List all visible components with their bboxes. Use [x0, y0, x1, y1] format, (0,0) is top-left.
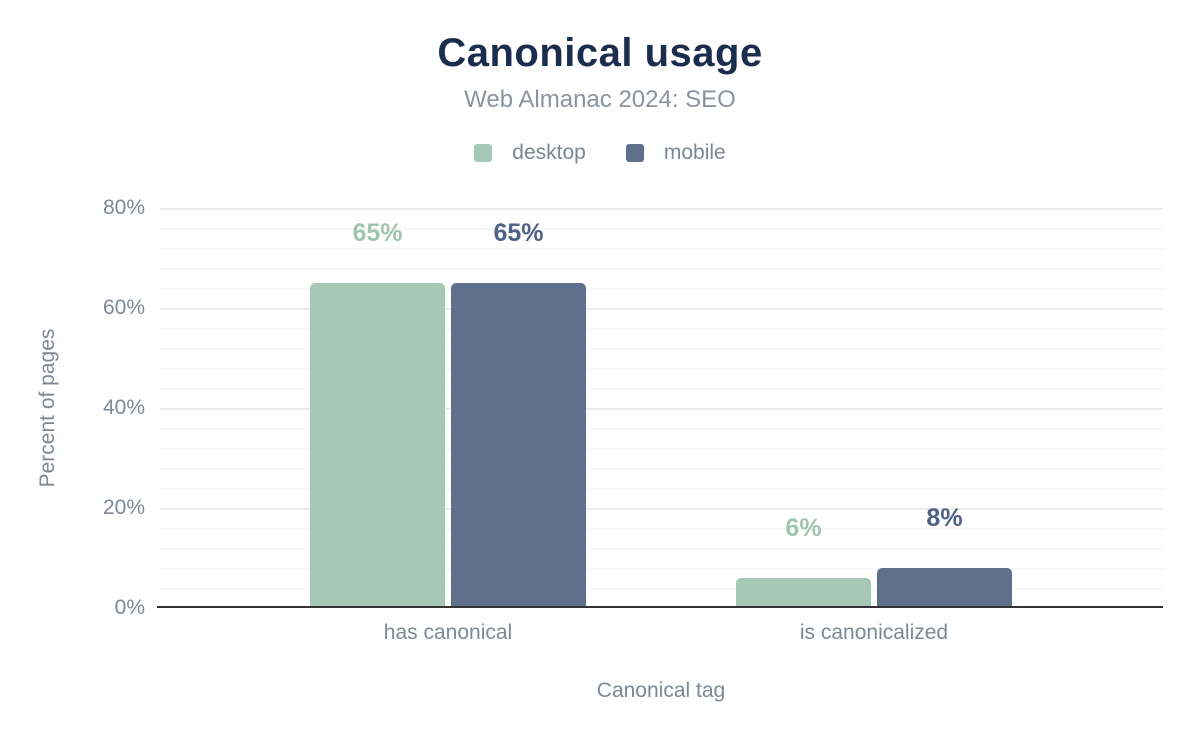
gridline-minor [160, 588, 1163, 590]
bar-mobile-is-canonicalized[interactable] [877, 568, 1012, 608]
gridline-minor [160, 268, 1163, 270]
gridline-minor [160, 428, 1163, 430]
y-tick-label: 40% [102, 396, 145, 419]
x-axis-line [157, 606, 1163, 608]
gridline-minor [160, 488, 1163, 490]
x-axis-title: Canonical tag [596, 679, 726, 702]
gridline-minor [160, 328, 1163, 330]
y-tick-label: 0% [114, 596, 145, 619]
gridline-minor [160, 448, 1163, 450]
bar-mobile-has-canonical[interactable] [451, 283, 586, 608]
bar-desktop-has-canonical[interactable] [310, 283, 445, 608]
chart-title: Canonical usage [437, 31, 763, 75]
chart-legend: desktop mobile [0, 141, 1200, 165]
gridline-major [160, 508, 1163, 510]
y-tick-label: 60% [102, 296, 145, 319]
chart-subtitle: Web Almanac 2024: SEO [464, 86, 736, 113]
gridline-minor [160, 548, 1163, 550]
x-tick-label-is-canonicalized: is canonicalized [799, 621, 949, 644]
gridline-major [160, 308, 1163, 310]
legend-item-mobile: mobile [625, 141, 726, 165]
legend-swatch-desktop-icon [474, 144, 493, 162]
gridline-major [160, 408, 1163, 410]
value-label-mobile-is-canonicalized: 8% [926, 504, 963, 532]
gridline-minor [160, 468, 1163, 470]
x-tick-label-has-canonical: has canonical [383, 621, 513, 644]
gridline-minor [160, 368, 1163, 370]
y-tick-label: 20% [102, 496, 145, 519]
gridline-minor [160, 228, 1163, 230]
value-label-mobile-has-canonical: 65% [493, 219, 544, 247]
gridline-minor [160, 528, 1163, 530]
gridline-minor [160, 568, 1163, 570]
y-tick-label: 80% [102, 196, 145, 219]
legend-swatch-mobile-icon [625, 144, 644, 162]
legend-label-desktop: desktop [512, 141, 586, 164]
gridline-minor [160, 288, 1163, 290]
value-label-desktop-is-canonicalized: 6% [785, 514, 822, 542]
legend-item-desktop: desktop [474, 141, 586, 165]
bar-desktop-is-canonicalized[interactable] [736, 578, 871, 608]
gridline-minor [160, 248, 1163, 250]
legend-label-mobile: mobile [663, 141, 726, 164]
gridline-major [160, 208, 1163, 210]
gridline-minor [160, 348, 1163, 350]
value-label-desktop-has-canonical: 65% [352, 219, 403, 247]
gridline-minor [160, 388, 1163, 390]
